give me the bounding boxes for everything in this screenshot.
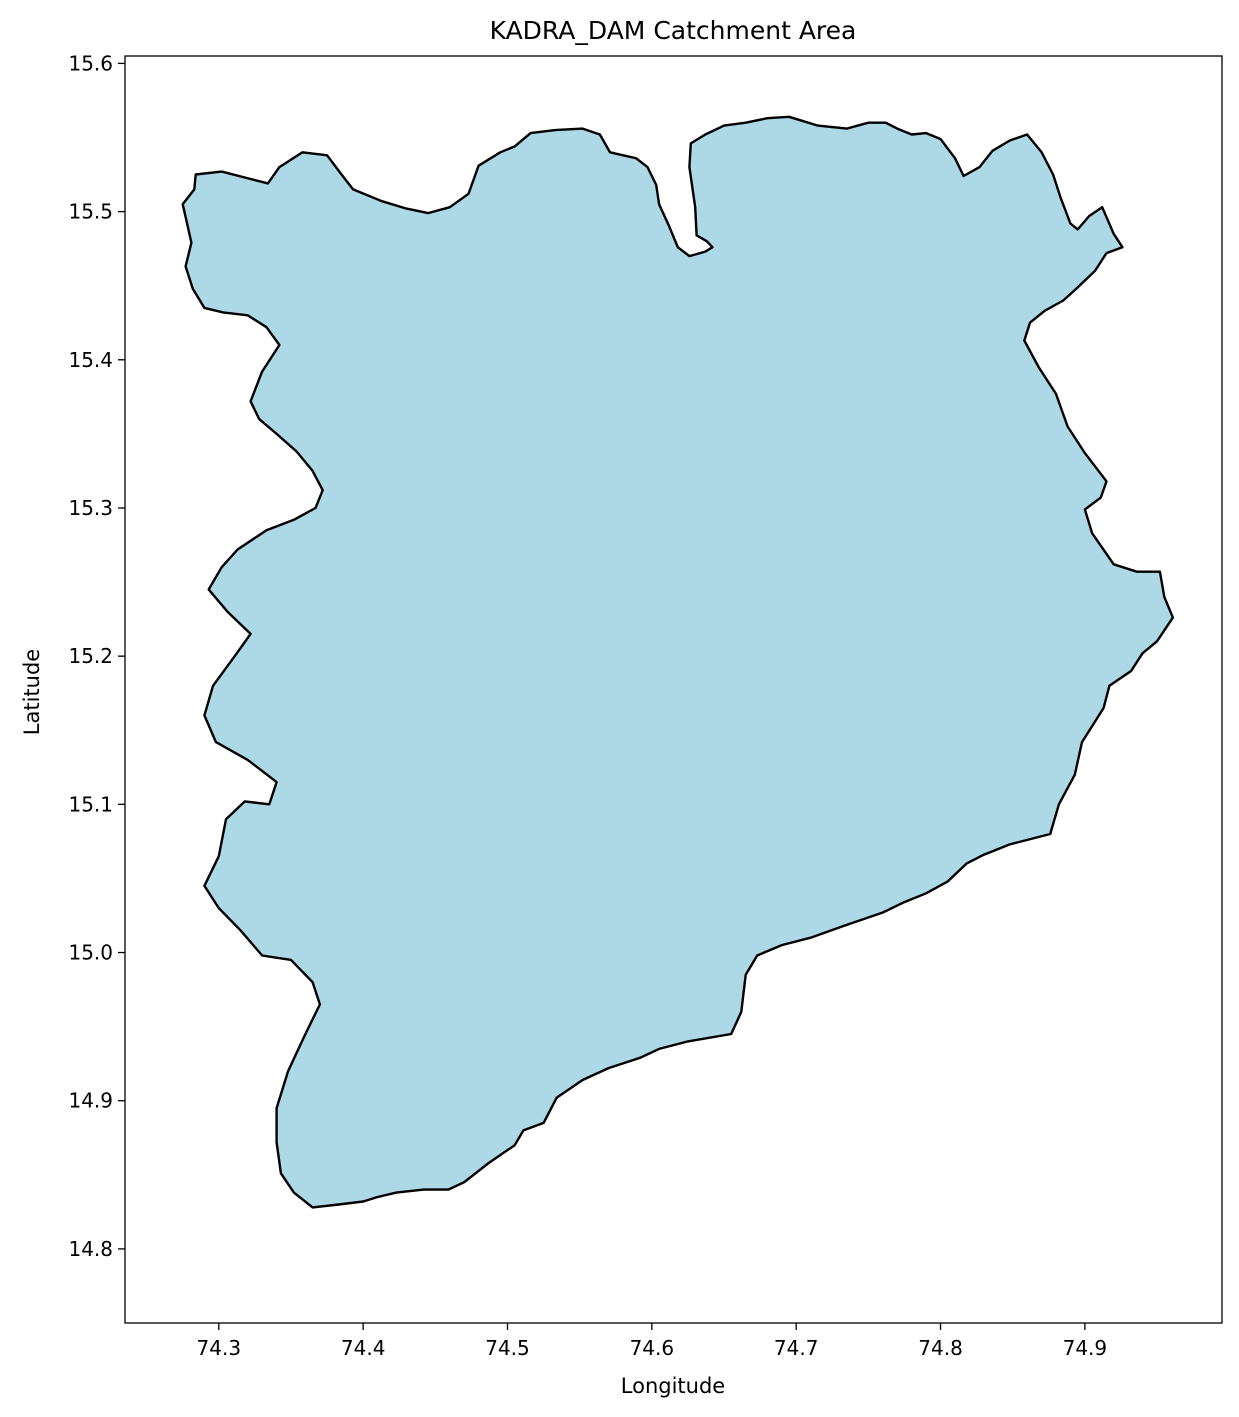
y-tick-label: 15.1	[68, 792, 113, 816]
x-tick-label: 74.8	[918, 1336, 963, 1360]
x-tick-label: 74.9	[1063, 1336, 1108, 1360]
y-tick-label: 15.6	[68, 51, 113, 75]
y-tick-label: 15.5	[68, 200, 113, 224]
y-axis: 14.8 14.9 15.0 15.1 15.2 15.3 15.4 15.5 15.6	[68, 51, 125, 1261]
y-tick-label: 15.0	[68, 941, 113, 965]
plot-area	[124, 55, 1223, 1324]
y-tick-label: 14.9	[68, 1089, 113, 1113]
x-axis-title: Longitude	[621, 1374, 725, 1398]
chart-title: KADRA_DAM Catchment Area	[490, 16, 857, 45]
x-tick-label: 74.7	[774, 1336, 819, 1360]
y-tick-label: 15.3	[68, 496, 113, 520]
y-tick-label: 14.8	[68, 1237, 113, 1261]
x-tick-label: 74.6	[630, 1336, 675, 1360]
y-tick-label: 15.2	[68, 644, 113, 668]
y-axis-title: Latitude	[20, 649, 44, 735]
catchment-polygon	[181, 115, 1175, 1209]
axes-frame	[124, 55, 1223, 1324]
y-tick-label: 15.4	[68, 348, 113, 372]
x-tick-label: 74.5	[485, 1336, 530, 1360]
x-axis: 74.3 74.4 74.5 74.6 74.7 74.8 74.9	[197, 1323, 1108, 1360]
x-tick-label: 74.3	[197, 1336, 242, 1360]
x-tick-label: 74.4	[341, 1336, 386, 1360]
